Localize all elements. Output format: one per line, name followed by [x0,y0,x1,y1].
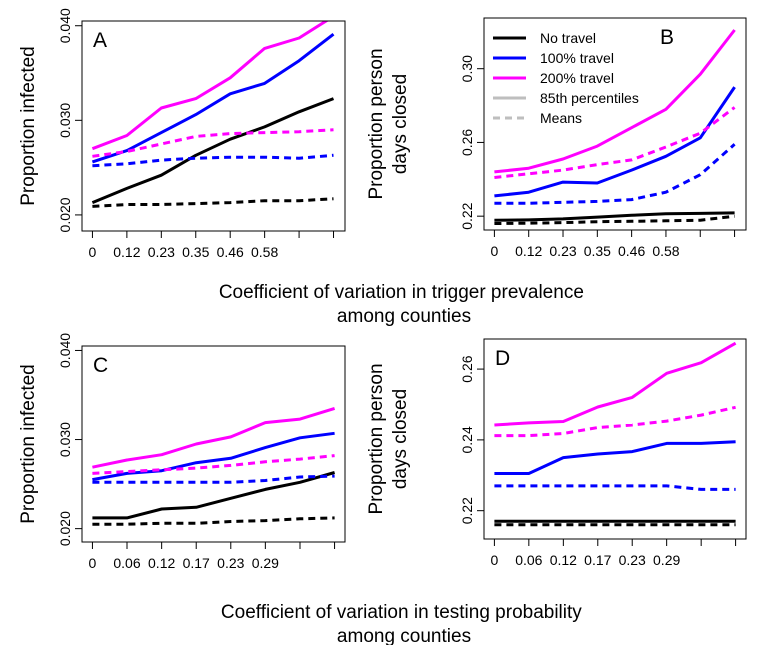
panel-b-xtick-label-3: 0.23 [549,243,576,259]
panel-b-xtick-label-1: 0 [490,243,498,259]
panel-b-ytick-label-3: 0.30 [459,55,475,82]
panel-c-xtick-label-3: 0.12 [148,555,175,571]
legend: No travel 100% travel 200% travel 85th perc… [493,30,639,126]
panel-b-series-3-85th [494,29,736,174]
legend-label-1: No travel [540,30,596,46]
panel-c-series-3-85th [92,406,336,469]
panel-c-ylabel-line-1: Proportion infected [18,364,39,524]
panel-c-frame [81,345,346,543]
shared-x-label-bottom-line-2: among counties [337,626,471,645]
panel-a-series-6-mean [92,128,334,158]
panel-c-series-4-mean [92,516,335,526]
panel-a-series-4-mean [92,197,334,208]
panel-c-xtick-label-1: 0 [89,555,97,571]
panel-c-ylabel: Proportion infected [18,364,39,524]
shared-x-label-top-line-2: among counties [337,306,471,327]
panel-b-xtick-label-5: 0.46 [618,243,645,259]
panel-c-series-5-mean [92,474,335,484]
panel-c-series-6-mean [92,454,335,475]
panel-c-xtick-label-2: 0.06 [113,555,140,571]
panel-b-xtick-label-4: 0.35 [584,243,611,259]
panel-c-ytick-label-2: 0.030 [57,422,73,457]
panel-d-ytick-label-2: 0.24 [459,426,475,453]
panel-b-letter: B [660,26,674,49]
panel-a-ytick-label-2: 0.030 [57,103,73,138]
panel-a-ylabel-line-1: Proportion infected [18,46,39,206]
panel-c-xtick-label-5: 0.23 [217,555,244,571]
panel-d-series-2-85th [494,440,736,475]
legend-label-4: 85th percentiles [540,90,639,106]
panel-d-ytick-label-1: 0.22 [459,497,475,524]
panel-d-series-3-85th [494,341,737,427]
panel-d-ylabel-line-1: Proportion person [366,363,387,514]
panel-c-ytick-label-3: 0.040 [57,333,73,368]
panel-d-xtick-label-5: 0.23 [619,552,646,568]
panel-d-xtick-label-4: 0.17 [584,552,611,568]
shared-x-label-bottom: Coefficient of variation in testing prob… [221,602,587,645]
panel-a: 0 0.12 0.23 0.35 0.46 0.58 0.020 0.030 0.040 A Pro… [18,8,346,260]
panel-c-series-1-85th [92,471,336,520]
legend-label-3: 200% travel [540,70,614,86]
panel-a-xtick-label-2: 0.12 [113,244,140,260]
legend-label-5: Means [540,110,582,126]
panel-a-series-3-85th [91,21,329,151]
panel-d-ylabel: Proportion person days closed [366,363,411,514]
panel-b-ylabel: Proportion person days closed [366,48,411,199]
panel-c: 0 0.06 0.12 0.17 0.23 0.29 0.020 0.030 0.040 C Pro… [18,333,346,571]
panel-d-ytick-label-3: 0.26 [459,355,475,382]
panel-a-xtick-label-3: 0.23 [148,244,175,260]
shared-x-label-bottom-line-1: Coefficient of variation in testing prob… [221,602,582,623]
panel-d-frame [483,338,747,540]
panel-d-series-6-mean [494,405,736,438]
panel-a-xtick-label-6: 0.58 [251,244,278,260]
panel-d-letter: D [495,347,510,370]
panel-c-xtick-label-4: 0.17 [183,555,210,571]
shared-x-label-top: Coefficient of variation in trigger prev… [219,282,589,327]
panel-b-series-2-85th [494,86,736,198]
shared-x-label-top-line-1: Coefficient of variation in trigger prev… [219,282,584,303]
panel-b-ytick-label-2: 0.26 [459,129,475,156]
panel-d-xtick-label-2: 0.06 [515,552,542,568]
panel-b-xtick-label-2: 0.12 [515,243,542,259]
panel-b-series-5-mean [494,143,736,205]
panel-b-ylabel-line-2: days closed [390,74,411,174]
legend-label-2: 100% travel [540,50,614,66]
panel-d-ylabel-line-2: days closed [390,389,411,489]
panel-c-ytick-label-1: 0.020 [57,511,73,546]
panel-c-letter: C [93,354,108,377]
panel-a-ytick-label-1: 0.020 [57,197,73,232]
panel-a-xtick-label-4: 0.35 [182,244,209,260]
panel-b-series-1-85th [494,211,735,222]
panel-b-ylabel-line-1: Proportion person [366,48,387,199]
panel-b-xtick-label-6: 0.58 [652,243,679,259]
panel-b-series-4-mean [494,214,735,225]
panel-b-series-6-mean [494,106,736,179]
panel-d-series-5-mean [494,484,736,491]
panel-a-series-5-mean [92,153,334,168]
panel-a-ylabel: Proportion infected [18,46,39,206]
panel-b: 0 0.12 0.23 0.35 0.46 0.58 0.22 0.26 0.30 B Propor… [366,17,747,259]
panel-a-ytick-label-3: 0.040 [57,8,73,43]
panel-a-xtick-label-1: 0 [89,244,97,260]
panel-d-xtick-label-1: 0 [490,552,498,568]
panel-a-xtick-label-5: 0.46 [217,244,244,260]
panel-b-frame [483,17,747,231]
panel-c-xtick-label-6: 0.29 [252,555,279,571]
panel-a-frame [81,20,346,232]
panel-c-series-2-85th [92,431,335,482]
panel-a-series-1-85th [91,97,335,204]
panel-b-ytick-label-1: 0.22 [459,202,475,229]
panel-d: 0 0.06 0.12 0.17 0.23 0.29 0.22 0.24 0.26 D Propor… [366,338,747,568]
panel-d-xtick-label-3: 0.12 [550,552,577,568]
panel-a-letter: A [93,29,107,52]
panel-d-xtick-label-6: 0.29 [653,552,680,568]
panel-a-series-2-85th [91,33,335,164]
